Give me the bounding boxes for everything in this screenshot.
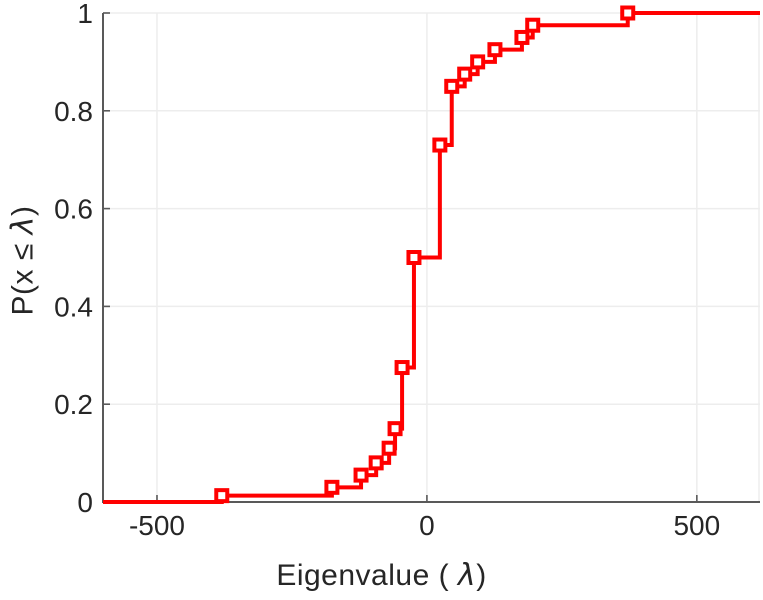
data-point-marker [432,137,448,153]
data-point-marker [457,66,473,82]
y-tick-label: 0.4 [54,291,93,322]
data-point-marker [514,29,530,45]
data-point-marker [444,78,460,94]
data-point-marker [353,467,369,483]
y-tick-label: 0.2 [54,389,93,420]
data-point-marker [368,455,384,471]
x-axis-label-text: Eigenvalue ( [276,559,458,592]
x-tick-label: -500 [129,510,185,541]
y-axis-label-text: P(x ≤ [6,234,40,316]
data-point-marker [324,479,340,495]
y-tick-label: 0.6 [54,194,93,225]
x-axis-label: Eigenvalue ( λ) [0,558,763,593]
data-point-marker [214,488,230,504]
x-tick-label: 500 [673,510,720,541]
data-point-marker [394,360,410,376]
data-point-marker [381,440,397,456]
ecdf-step-line [103,11,760,504]
x-axis-label-close: ) [476,559,487,592]
y-tick-label: 0 [77,487,93,518]
data-point-marker [470,54,486,70]
data-point-marker [387,421,403,437]
lambda-symbol: λ [5,216,41,235]
data-point-marker [406,250,422,265]
lambda-symbol: λ [457,558,477,593]
y-tick-label: 0.8 [54,96,93,127]
x-tick-label: 0 [419,510,435,541]
data-point-marker [620,5,636,21]
y-axis-label: P(x ≤ λ) [6,26,41,496]
y-tick-label: 1 [77,0,93,29]
data-point-marker [487,42,503,58]
data-point-marker [525,17,541,33]
y-axis-label-close: ) [6,205,40,217]
